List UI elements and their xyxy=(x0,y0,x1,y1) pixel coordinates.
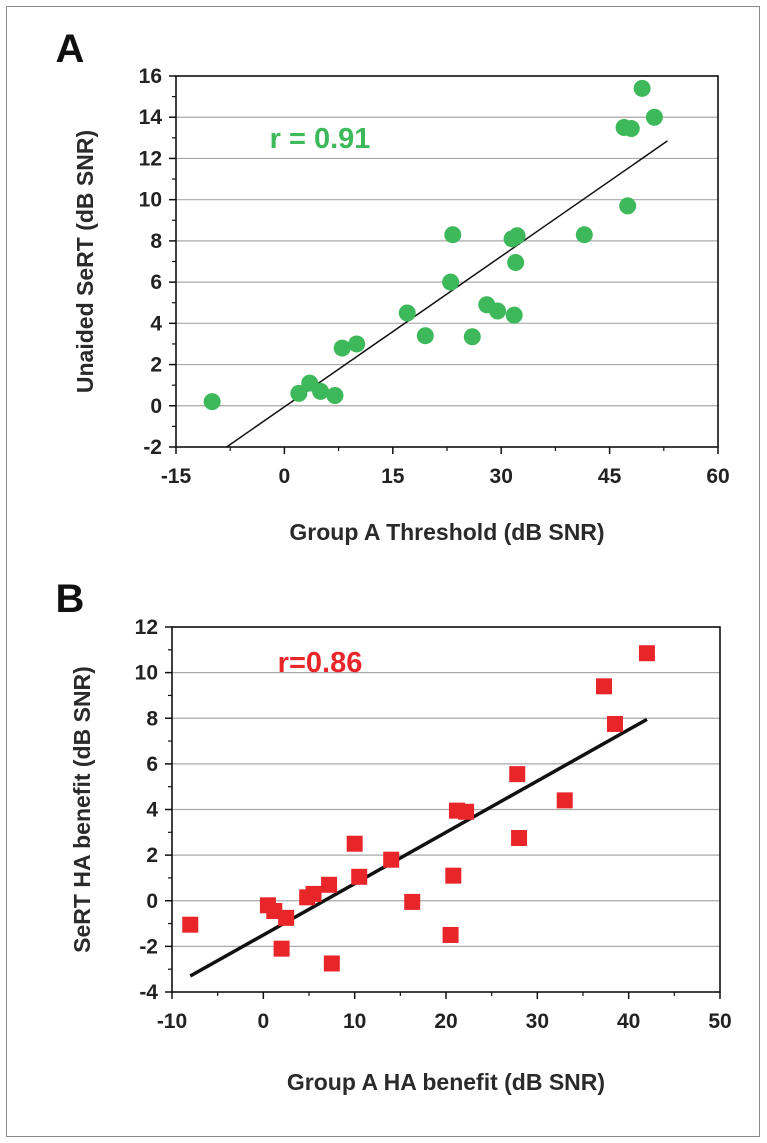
data-point xyxy=(404,893,421,910)
data-point xyxy=(326,386,344,404)
data-point xyxy=(458,803,475,820)
y-tick-label: 8 xyxy=(150,230,162,253)
data-point xyxy=(321,876,338,893)
regression-line xyxy=(226,140,668,448)
y-tick-label: -2 xyxy=(143,436,162,459)
x-tick-label: 30 xyxy=(526,1010,549,1033)
y-tick-label: 10 xyxy=(139,189,162,212)
x-tick-label: -10 xyxy=(157,1010,187,1033)
x-axis-label: Group A Threshold (dB SNR) xyxy=(289,519,604,545)
x-tick-label: 15 xyxy=(381,465,405,488)
y-tick-label: 12 xyxy=(139,147,162,170)
data-point xyxy=(507,254,525,272)
data-point xyxy=(606,715,623,732)
figure-frame xyxy=(6,6,760,1137)
y-tick-label: -4 xyxy=(139,981,158,1004)
data-point xyxy=(505,306,523,324)
data-point xyxy=(333,339,351,357)
data-point xyxy=(182,916,199,933)
data-point xyxy=(508,227,526,245)
data-point xyxy=(442,926,459,943)
correlation-annotation: r=0.86 xyxy=(278,647,363,679)
x-axis-label: Group A HA benefit (dB SNR) xyxy=(287,1069,605,1095)
data-point xyxy=(556,792,573,809)
plot-area-border xyxy=(175,75,719,448)
y-tick-label: 2 xyxy=(146,844,158,867)
data-point xyxy=(638,645,655,662)
y-tick-label: 10 xyxy=(135,662,158,685)
y-tick-label: 4 xyxy=(150,312,162,335)
panel-label: A xyxy=(56,27,85,71)
data-point xyxy=(596,678,613,695)
panel-label: B xyxy=(56,577,85,621)
data-point xyxy=(442,273,460,291)
data-point xyxy=(619,197,637,215)
data-point xyxy=(633,79,651,97)
data-point xyxy=(305,885,322,902)
x-tick-label: 0 xyxy=(257,1010,269,1033)
y-tick-label: 12 xyxy=(135,616,158,639)
x-tick-label: 40 xyxy=(617,1010,640,1033)
data-point xyxy=(273,940,290,957)
y-tick-label: 4 xyxy=(146,799,158,822)
data-point xyxy=(463,328,481,346)
y-tick-label: 6 xyxy=(150,271,162,294)
plot-area-border xyxy=(171,626,721,993)
x-tick-label: 60 xyxy=(706,465,729,488)
data-point xyxy=(645,108,663,126)
y-tick-label: 16 xyxy=(139,65,162,88)
y-axis-label: SeRT HA benefit (dB SNR) xyxy=(69,666,95,953)
data-point xyxy=(489,302,507,320)
data-point xyxy=(348,335,366,353)
regression-line xyxy=(189,717,648,978)
data-point xyxy=(575,226,593,244)
data-point xyxy=(398,304,416,322)
data-point xyxy=(278,909,295,926)
correlation-annotation: r = 0.91 xyxy=(270,123,371,155)
x-tick-label: 20 xyxy=(434,1010,457,1033)
data-point xyxy=(622,120,640,138)
data-point xyxy=(383,851,400,868)
data-point xyxy=(290,384,308,402)
y-tick-label: -2 xyxy=(139,935,158,958)
data-point xyxy=(509,766,526,783)
y-tick-label: 0 xyxy=(146,890,158,913)
y-tick-label: 2 xyxy=(150,354,162,377)
y-tick-label: 0 xyxy=(150,395,162,418)
x-tick-label: 10 xyxy=(343,1010,366,1033)
data-point xyxy=(346,835,363,852)
x-tick-label: 30 xyxy=(490,465,513,488)
data-point xyxy=(203,393,221,411)
x-tick-label: 50 xyxy=(708,1010,731,1033)
y-tick-label: 14 xyxy=(139,106,163,129)
data-point xyxy=(445,867,462,884)
x-tick-label: 45 xyxy=(598,465,622,488)
x-tick-label: 0 xyxy=(279,465,291,488)
data-point xyxy=(444,226,462,244)
x-tick-label: -15 xyxy=(161,465,192,488)
y-tick-label: 6 xyxy=(146,753,158,776)
data-point xyxy=(323,955,340,972)
data-point xyxy=(351,868,368,885)
y-tick-label: 8 xyxy=(146,707,158,730)
data-point xyxy=(312,382,330,400)
y-axis-label: Unaided SeRT (dB SNR) xyxy=(72,130,98,393)
data-point xyxy=(511,830,528,847)
data-point xyxy=(416,327,434,345)
